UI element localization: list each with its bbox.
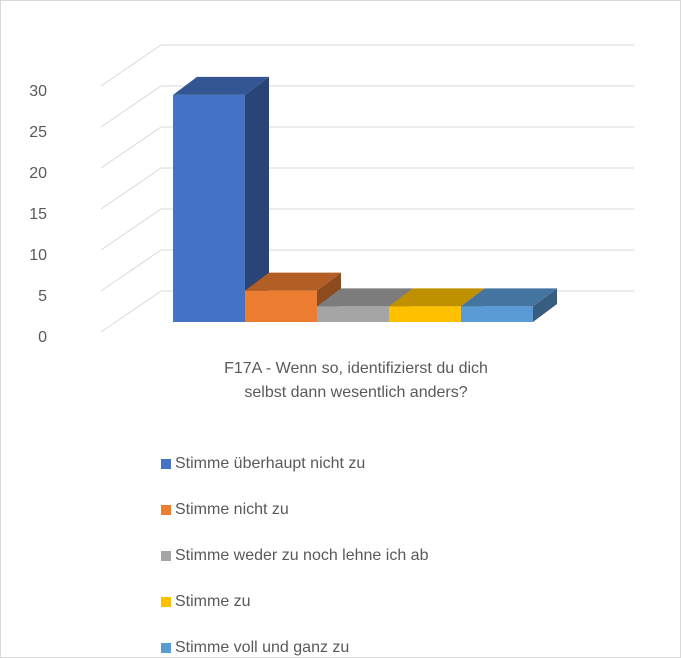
bar — [317, 306, 389, 322]
legend: Stimme überhaupt nicht zu Stimme nicht zu… — [161, 441, 428, 657]
y-tick-label: 30 — [29, 83, 47, 100]
grid-line — [100, 208, 162, 251]
bar-top — [389, 288, 485, 307]
legend-item: Stimme überhaupt nicht zu — [161, 441, 428, 487]
legend-swatch — [161, 643, 171, 653]
bar-top — [173, 76, 269, 95]
grid-line — [100, 44, 162, 87]
bar-side — [533, 288, 557, 322]
bar-top — [245, 272, 341, 291]
y-tick-label: 20 — [29, 165, 47, 182]
legend-label: Stimme weder zu noch lehne ich ab — [175, 547, 429, 564]
bar — [389, 306, 461, 322]
legend-swatch — [161, 505, 171, 515]
grid-line — [100, 249, 162, 292]
legend-swatch — [161, 459, 171, 469]
bar-top — [461, 288, 557, 307]
legend-swatch — [161, 597, 171, 607]
legend-label: Stimme nicht zu — [175, 501, 289, 518]
legend-item: Stimme zu — [161, 579, 428, 625]
grid-line — [100, 290, 162, 333]
y-tick-label: 15 — [29, 206, 47, 223]
bar-top — [317, 288, 413, 307]
y-tick-label: 0 — [38, 329, 47, 346]
bar — [461, 306, 533, 322]
y-tick-label: 25 — [29, 124, 47, 141]
grid-line — [100, 85, 162, 128]
y-tick-label: 10 — [29, 247, 47, 264]
legend-label: Stimme zu — [175, 593, 251, 610]
legend-swatch — [161, 551, 171, 561]
grid-line — [100, 167, 162, 210]
bar-side — [245, 76, 269, 322]
legend-label: Stimme voll und ganz zu — [175, 639, 350, 656]
bar — [173, 94, 245, 322]
legend-item: Stimme weder zu noch lehne ich ab — [161, 533, 428, 579]
legend-item: Stimme nicht zu — [161, 487, 428, 533]
legend-label: Stimme überhaupt nicht zu — [175, 455, 366, 472]
category-label: F17A - Wenn so, identifizierst du dich s… — [224, 360, 488, 401]
legend-item: Stimme voll und ganz zu — [161, 625, 428, 657]
y-tick-label: 5 — [38, 288, 47, 305]
bar — [245, 290, 317, 322]
grid-line — [100, 126, 162, 169]
